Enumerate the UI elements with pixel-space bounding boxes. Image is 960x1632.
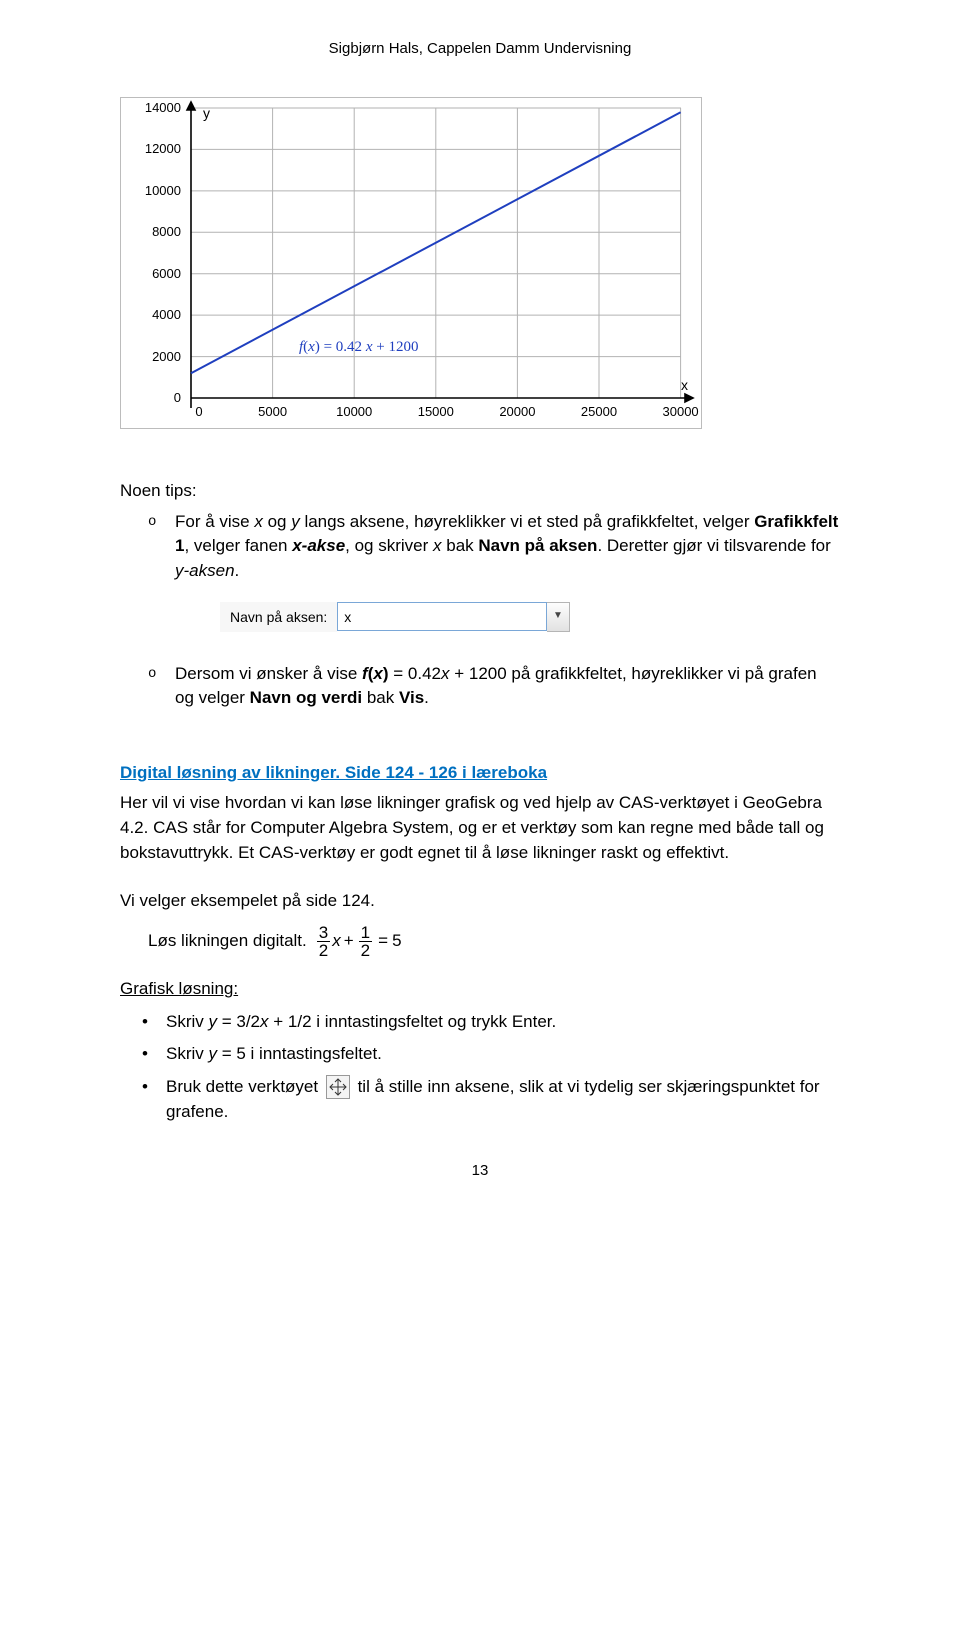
axis-name-label: Navn på aksen: — [220, 602, 337, 632]
grafisk-losning-heading: Grafisk løsning: — [120, 979, 238, 998]
svg-text:30000: 30000 — [663, 404, 699, 419]
equation-line: Løs likningen digitalt. 32 x + 12 = 5 — [120, 924, 840, 959]
svg-text:10000: 10000 — [336, 404, 372, 419]
section-title-link[interactable]: Digital løsning av likninger. Side 124 -… — [120, 763, 547, 782]
svg-text:0: 0 — [195, 404, 202, 419]
dropdown-icon[interactable]: ▼ — [547, 602, 570, 632]
page-number: 13 — [120, 1162, 840, 1179]
svg-text:10000: 10000 — [145, 183, 181, 198]
svg-text:f(x) = 0.42 x + 1200: f(x) = 0.42 x + 1200 — [299, 339, 418, 355]
tip-2: Dersom vi ønsker å vise f(x) = 0.42x + 1… — [120, 662, 840, 711]
tips-heading: Noen tips: — [120, 479, 840, 504]
section-p1: Her vil vi vise hvordan vi kan løse likn… — [120, 791, 840, 865]
svg-text:8000: 8000 — [152, 224, 181, 239]
tip-1: For å vise x og y langs aksene, høyrekli… — [120, 510, 840, 584]
svg-text:x: x — [681, 377, 688, 393]
svg-text:2000: 2000 — [152, 349, 181, 364]
move-axes-icon[interactable] — [326, 1075, 350, 1099]
svg-text:15000: 15000 — [418, 404, 454, 419]
svg-text:20000: 20000 — [499, 404, 535, 419]
axis-name-input[interactable]: x — [337, 602, 547, 631]
page-header: Sigbjørn Hals, Cappelen Damm Undervisnin… — [120, 40, 840, 57]
svg-text:y: y — [203, 105, 210, 121]
svg-text:4000: 4000 — [152, 307, 181, 322]
axis-name-field: Navn på aksen: x ▼ — [220, 602, 570, 632]
line-chart: 0 5000 10000 15000 20000 25000 30000 0 2… — [120, 97, 702, 429]
bullet-1: Skriv y = 3/2x + 1/2 i inntastingsfeltet… — [120, 1010, 840, 1035]
svg-text:12000: 12000 — [145, 141, 181, 156]
svg-text:5000: 5000 — [258, 404, 287, 419]
bullet-3: Bruk dette verktøyet til å stille inn ak… — [120, 1075, 840, 1124]
svg-text:25000: 25000 — [581, 404, 617, 419]
section-p2: Vi velger eksempelet på side 124. — [120, 889, 840, 914]
svg-text:6000: 6000 — [152, 266, 181, 281]
bullet-2: Skriv y = 5 i inntastingsfeltet. — [120, 1042, 840, 1067]
svg-text:0: 0 — [174, 390, 181, 405]
svg-text:14000: 14000 — [145, 100, 181, 115]
